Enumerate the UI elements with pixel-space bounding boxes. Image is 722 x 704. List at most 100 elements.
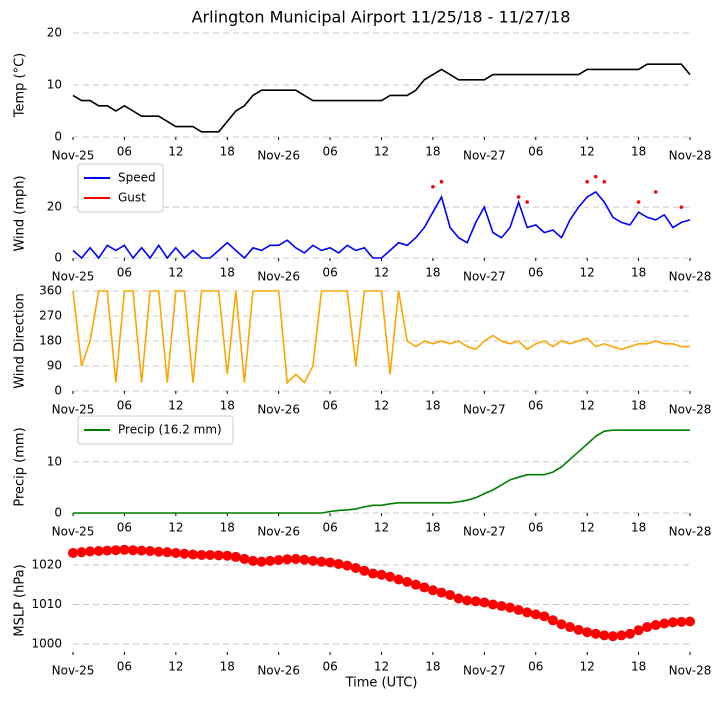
x-tick-label: 12 — [168, 145, 183, 159]
data-point — [213, 550, 224, 561]
x-tick-label: 18 — [220, 266, 235, 280]
x-tick-label: Nov-26 — [257, 270, 300, 284]
data-point — [136, 545, 147, 556]
x-tick-label: Nov-27 — [463, 149, 506, 163]
legend-label: Precip (16.2 mm) — [118, 423, 222, 437]
gust-point — [431, 185, 435, 189]
data-point — [119, 544, 130, 555]
y-tick-label: 0 — [54, 506, 62, 520]
data-point — [676, 616, 687, 627]
x-tick-label: Nov-26 — [257, 403, 300, 417]
x-tick-label: 18 — [425, 266, 440, 280]
data-point — [68, 547, 78, 558]
data-line — [73, 429, 690, 514]
y-tick-label: 20 — [47, 26, 62, 40]
x-tick-label: 12 — [374, 660, 389, 674]
x-tick-label: 06 — [117, 145, 132, 159]
x-tick-label: 06 — [528, 145, 543, 159]
x-tick-label: Nov-27 — [463, 525, 506, 539]
x-tick-label: 12 — [580, 660, 595, 674]
data-point — [642, 622, 653, 633]
data-point — [402, 576, 413, 587]
data-point — [505, 602, 516, 613]
y-axis-label: Wind Direction — [13, 293, 28, 389]
y-tick-label: 1020 — [31, 557, 62, 571]
legend-box — [77, 415, 234, 445]
x-tick-label: 06 — [528, 521, 543, 535]
data-point — [359, 565, 370, 576]
gust-point — [679, 205, 684, 209]
x-tick-label: Nov-25 — [52, 270, 95, 284]
x-tick-label: Nov-27 — [463, 664, 506, 678]
data-point — [599, 630, 610, 641]
y-tick-label: 0 — [54, 251, 62, 265]
legend-box — [77, 163, 164, 213]
y-tick-label: 1010 — [31, 597, 62, 611]
x-tick-label: 18 — [220, 521, 235, 535]
gust-point — [439, 179, 444, 184]
x-tick-label: Nov-27 — [463, 270, 506, 284]
data-point — [299, 554, 310, 565]
x-tick-label: 18 — [425, 660, 440, 674]
x-tick-label: 06 — [117, 266, 132, 280]
x-tick-label: 06 — [322, 521, 337, 535]
data-point — [410, 579, 421, 590]
data-point — [539, 611, 550, 622]
x-tick-label: 06 — [528, 660, 543, 674]
data-point — [625, 628, 636, 639]
data-point — [273, 555, 284, 566]
data-point — [93, 545, 104, 556]
data-point — [162, 547, 173, 558]
gust-point — [593, 174, 598, 179]
data-point — [205, 549, 216, 560]
x-tick-label: Nov-25 — [52, 664, 95, 678]
data-point — [590, 628, 601, 639]
x-tick-label: Nov-28 — [669, 270, 712, 284]
data-point — [573, 624, 584, 635]
y-tick-label: 20 — [47, 200, 62, 214]
data-point — [102, 545, 113, 556]
x-tick-label: 18 — [425, 399, 440, 413]
data-point — [265, 555, 276, 566]
x-tick-label: 12 — [374, 399, 389, 413]
data-point — [650, 620, 661, 631]
data-point — [179, 548, 190, 559]
gust-point — [585, 179, 589, 184]
y-tick-label: 0 — [54, 130, 62, 144]
legend: Precip (16.2 mm) — [77, 415, 234, 445]
data-line — [72, 290, 690, 385]
legend: Speed Gust — [77, 163, 164, 213]
legend-label: Gust — [118, 191, 146, 205]
data-point — [453, 593, 464, 604]
data-point — [153, 546, 164, 557]
data-point — [316, 556, 327, 567]
data-line — [72, 190, 691, 260]
data-point — [282, 554, 293, 565]
x-tick-label: 06 — [117, 660, 132, 674]
x-tick-label: Nov-26 — [257, 664, 300, 678]
chart-title: Arlington Municipal Airport 11/25/18 - 1… — [192, 8, 571, 27]
data-point — [110, 545, 121, 556]
y-tick-label: 10 — [47, 78, 62, 92]
data-point — [333, 559, 344, 570]
y-tick-label: 180 — [39, 334, 62, 348]
data-point — [470, 596, 481, 607]
y-axis-label: Wind (mph) — [13, 175, 28, 251]
y-tick-label: 90 — [47, 359, 62, 373]
y-tick-label: 360 — [39, 284, 62, 298]
data-point — [393, 574, 404, 585]
data-point — [376, 569, 387, 580]
data-point — [522, 607, 533, 618]
x-tick-label: 12 — [168, 399, 183, 413]
data-point — [187, 549, 198, 560]
x-tick-label: 18 — [631, 266, 646, 280]
data-point — [487, 599, 498, 610]
data-point — [659, 618, 670, 629]
x-tick-label: Nov-28 — [669, 664, 712, 678]
data-point — [479, 597, 490, 608]
x-tick-label: 18 — [425, 145, 440, 159]
x-tick-label: 06 — [322, 266, 337, 280]
x-tick-label: 12 — [580, 145, 595, 159]
data-point — [325, 557, 336, 568]
